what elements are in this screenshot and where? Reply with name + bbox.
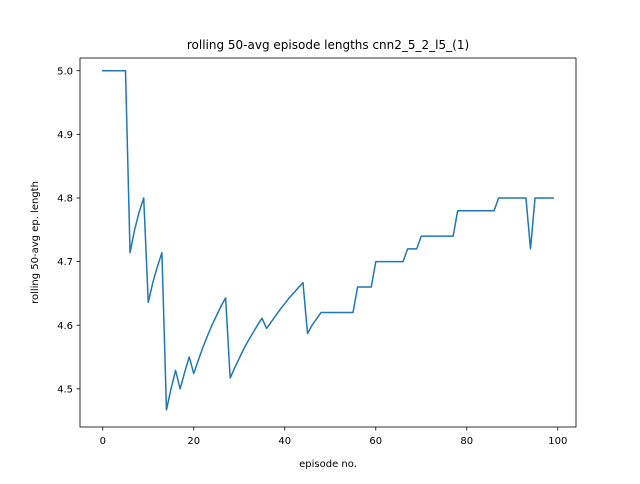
x-axis-label: episode no. bbox=[299, 459, 357, 470]
x-tick-label: 0 bbox=[100, 436, 106, 447]
y-tick-label: 4.5 bbox=[57, 384, 73, 395]
plot-area bbox=[102, 69, 554, 411]
chart-title: rolling 50-avg episode lengths cnn2_5_2_… bbox=[187, 38, 469, 52]
y-tick-label: 4.8 bbox=[57, 194, 73, 205]
x-axis-ticks: 0 20 40 60 80 100 bbox=[100, 427, 567, 447]
y-axis-ticks: 4.5 4.6 4.7 4.8 4.9 5.0 bbox=[57, 66, 80, 395]
y-tick-label: 4.6 bbox=[57, 321, 73, 332]
y-axis-label: rolling 50-avg ep. length bbox=[30, 181, 41, 304]
x-tick-label: 60 bbox=[369, 436, 382, 447]
series-line bbox=[102, 69, 554, 411]
y-tick-label: 5.0 bbox=[57, 66, 73, 77]
x-tick-label: 20 bbox=[187, 436, 200, 447]
x-tick-label: 40 bbox=[278, 436, 291, 447]
x-tick-label: 100 bbox=[548, 436, 567, 447]
y-tick-label: 4.7 bbox=[57, 257, 73, 268]
y-tick-label: 4.9 bbox=[57, 130, 73, 141]
axes-frame bbox=[79, 57, 577, 428]
x-tick-label: 80 bbox=[460, 436, 473, 447]
